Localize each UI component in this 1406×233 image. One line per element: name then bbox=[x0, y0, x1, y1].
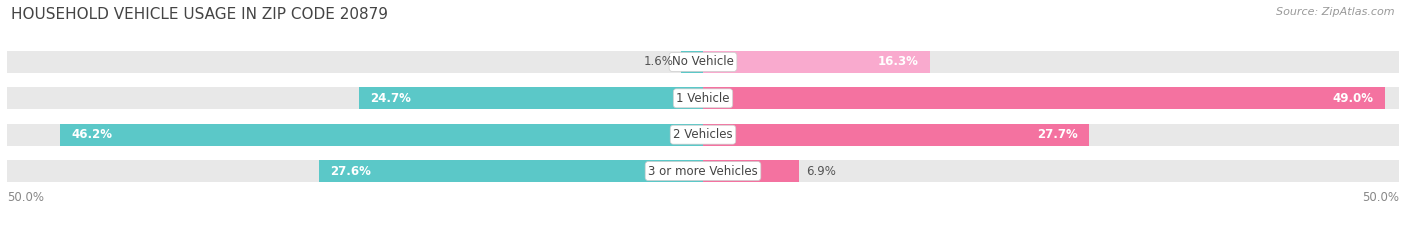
Text: 24.7%: 24.7% bbox=[370, 92, 411, 105]
Text: 1 Vehicle: 1 Vehicle bbox=[676, 92, 730, 105]
Text: 27.6%: 27.6% bbox=[330, 164, 371, 178]
Text: 16.3%: 16.3% bbox=[877, 55, 918, 69]
Bar bbox=[60, 124, 703, 146]
Bar bbox=[703, 51, 1399, 73]
Bar bbox=[7, 124, 703, 146]
Bar bbox=[7, 51, 703, 73]
Text: 50.0%: 50.0% bbox=[1362, 191, 1399, 204]
Bar bbox=[359, 87, 703, 109]
Text: 49.0%: 49.0% bbox=[1333, 92, 1374, 105]
Bar bbox=[681, 51, 703, 73]
Text: 3 or more Vehicles: 3 or more Vehicles bbox=[648, 164, 758, 178]
Bar bbox=[703, 87, 1399, 109]
Text: 50.0%: 50.0% bbox=[7, 191, 44, 204]
Bar bbox=[703, 87, 1385, 109]
Text: 6.9%: 6.9% bbox=[806, 164, 837, 178]
Text: Source: ZipAtlas.com: Source: ZipAtlas.com bbox=[1277, 7, 1395, 17]
Bar bbox=[703, 124, 1399, 146]
Text: 46.2%: 46.2% bbox=[72, 128, 112, 141]
Bar bbox=[703, 160, 1399, 182]
Text: No Vehicle: No Vehicle bbox=[672, 55, 734, 69]
Bar bbox=[703, 51, 929, 73]
Text: HOUSEHOLD VEHICLE USAGE IN ZIP CODE 20879: HOUSEHOLD VEHICLE USAGE IN ZIP CODE 2087… bbox=[11, 7, 388, 22]
Text: 2 Vehicles: 2 Vehicles bbox=[673, 128, 733, 141]
Text: 1.6%: 1.6% bbox=[644, 55, 673, 69]
Bar bbox=[7, 87, 703, 109]
Bar bbox=[7, 160, 703, 182]
Text: 27.7%: 27.7% bbox=[1036, 128, 1077, 141]
Bar bbox=[703, 124, 1088, 146]
Bar bbox=[703, 160, 799, 182]
Bar bbox=[319, 160, 703, 182]
